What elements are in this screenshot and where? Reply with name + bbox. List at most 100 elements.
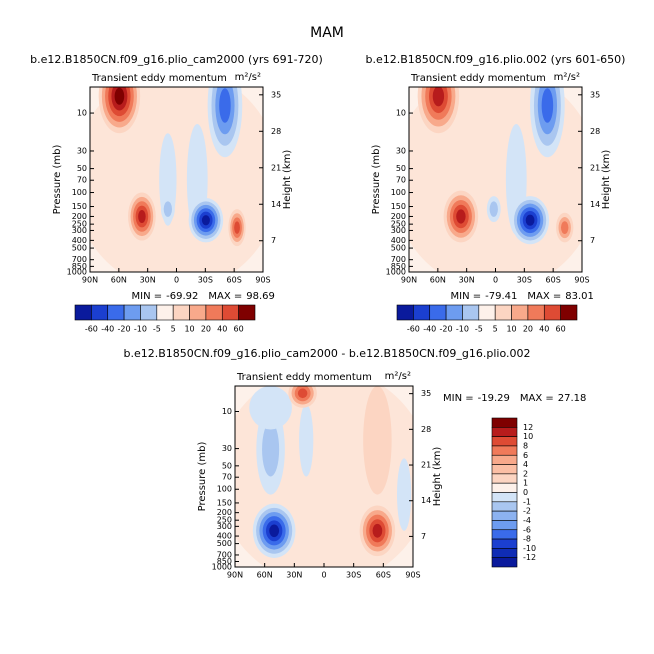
colorbar-box (74, 304, 92, 321)
y2-tick-label: 7 (421, 532, 426, 541)
x-tick-label: 60N (257, 571, 273, 580)
y-tick-label: 50 (222, 461, 232, 470)
contour-blob (219, 88, 231, 123)
x-tick-label: 30S (346, 571, 361, 580)
colorbar-label: -10 (134, 325, 147, 334)
y-tick-label: 100 (217, 485, 232, 494)
colorbar-box (491, 501, 518, 512)
min-max: MIN = -79.41 MAX = 83.01 (451, 291, 594, 302)
y-tick-label: 500 (217, 539, 232, 548)
colorbar-label: -60 (407, 325, 420, 334)
colorbar-box (491, 436, 518, 447)
units: m²/s² (554, 72, 580, 83)
y2-tick-label: 14 (590, 200, 600, 209)
contour-blob (262, 422, 280, 477)
y-tick-label: 150 (217, 498, 232, 507)
colorbar-box (543, 304, 561, 321)
colorbar-label: 60 (556, 325, 566, 334)
y2-tick-label: 7 (271, 236, 276, 245)
colorbar-label: 1 (523, 479, 528, 488)
contour-blob (372, 523, 383, 538)
contour-blob (114, 87, 125, 105)
colorbar-box (491, 548, 518, 558)
colorbar-label: -4 (523, 516, 531, 525)
contour-blob (432, 87, 445, 107)
min-label: MIN = (451, 291, 482, 302)
colorbar-label: 10 (184, 325, 194, 334)
x-tick-label: 60S (546, 276, 561, 285)
y-axis-label: Pressure (mb) (52, 145, 63, 215)
y-tick-label: 50 (77, 164, 87, 173)
colorbar-label: 10 (523, 432, 533, 441)
colorbar-box (462, 304, 480, 321)
x-tick-label: 90N (82, 276, 98, 285)
colorbar-box (478, 304, 496, 321)
y2-tick-label: 14 (421, 496, 431, 505)
y-tick-label: 100 (72, 188, 87, 197)
contour-field (90, 87, 263, 272)
colorbar-label: 40 (217, 325, 227, 334)
colorbar-box (445, 304, 463, 321)
y-tick-label: 1000 (67, 268, 87, 277)
panel: b.e12.B1850CN.f09_g16.plio_cam2000 (yrs … (30, 53, 323, 334)
y-tick-label: 400 (391, 236, 406, 245)
x-tick-label: 90S (255, 276, 270, 285)
min-max: MIN = -69.92 MAX = 98.69 (132, 291, 275, 302)
max-value: 83.01 (565, 291, 594, 302)
contour-blob (525, 214, 535, 226)
max-value: 27.18 (558, 393, 587, 404)
y-tick-label: 850 (217, 557, 232, 566)
contour-blob (201, 215, 210, 226)
max-label: MAX = (527, 291, 561, 302)
colorbar-label: -5 (153, 325, 161, 334)
colorbar-box (560, 304, 578, 321)
colorbar-label: 8 (523, 441, 528, 450)
colorbar-box (429, 304, 447, 321)
y-tick-label: 1000 (386, 268, 406, 277)
colorbar-label: 5 (493, 325, 498, 334)
max-label: MAX = (208, 291, 242, 302)
y2-tick-label: 21 (271, 163, 281, 172)
min-max: MIN = -19.29 MAX = 27.18 (443, 393, 586, 404)
y-tick-label: 200 (391, 212, 406, 221)
colorbar-box (494, 304, 512, 321)
y-tick-label: 70 (77, 176, 87, 185)
colorbar-label: 10 (506, 325, 516, 334)
panel-title: b.e12.B1850CN.f09_g16.plio.002 (yrs 601-… (366, 53, 626, 66)
y2-tick-label: 28 (271, 127, 281, 136)
y-tick-label: 100 (391, 188, 406, 197)
colorbar-box (491, 417, 518, 428)
contour-blob (396, 458, 412, 531)
y-tick-label: 400 (217, 532, 232, 541)
x-tick-label: 60S (227, 276, 242, 285)
y-tick-label: 50 (396, 164, 406, 173)
contour-blob (163, 201, 173, 217)
colorbar-label: 60 (234, 325, 244, 334)
panel-title: b.e12.B1850CN.f09_g16.plio_cam2000 (yrs … (30, 53, 323, 66)
y-tick-label: 10 (77, 109, 87, 118)
units: m²/s² (235, 72, 261, 83)
colorbar-label: 40 (539, 325, 549, 334)
y-tick-label: 500 (391, 244, 406, 253)
x-tick-label: 60N (111, 276, 127, 285)
subtitle: Transient eddy momentum (236, 372, 372, 383)
y2-tick-label: 35 (271, 90, 281, 99)
colorbar-box (511, 304, 529, 321)
x-tick-label: 30S (198, 276, 213, 285)
colorbar-box (491, 482, 518, 493)
panel: b.e12.B1850CN.f09_g16.plio_cam2000 - b.e… (124, 347, 587, 580)
colorbar-label: 5 (171, 325, 176, 334)
colorbar-box (396, 304, 414, 321)
y-tick-label: 300 (217, 522, 232, 531)
y-tick-label: 30 (222, 444, 232, 453)
y2-tick-label: 7 (590, 236, 595, 245)
colorbar-box (238, 304, 256, 321)
y-tick-label: 250 (391, 220, 406, 229)
colorbar-label: -12 (523, 553, 536, 562)
colorbar-box (107, 304, 125, 321)
colorbar-label: 20 (201, 325, 211, 334)
y2-tick-label: 21 (590, 163, 600, 172)
colorbar-label: 20 (523, 325, 533, 334)
colorbar-box (189, 304, 207, 321)
